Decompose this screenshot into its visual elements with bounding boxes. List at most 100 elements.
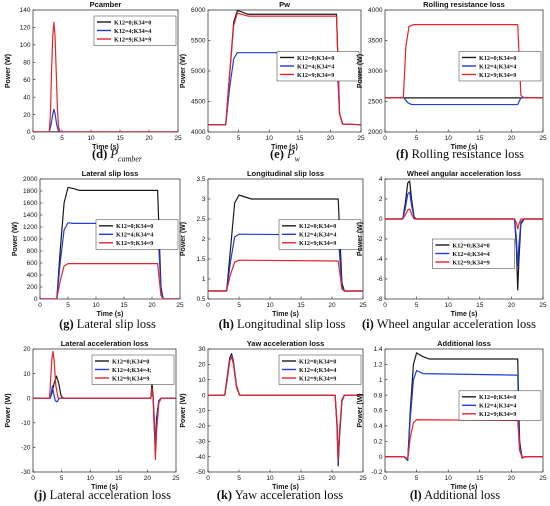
caption-k-letter: (k) bbox=[216, 488, 233, 502]
x-tick-label: 15 bbox=[297, 302, 305, 309]
x-tick-label: 15 bbox=[297, 475, 305, 482]
caption-k: (k) Yaw acceleration loss bbox=[190, 488, 370, 503]
x-tick-label: 5 bbox=[237, 475, 241, 482]
caption-g-text: Lateral slip loss bbox=[76, 317, 156, 331]
x-tick-label: 5 bbox=[415, 475, 419, 482]
caption-d-subscript: camber bbox=[118, 154, 143, 164]
x-axis-label: Time (s) bbox=[272, 311, 299, 318]
chart-title: Yaw acceleration loss bbox=[247, 339, 325, 348]
y-tick-label: 0.2 bbox=[373, 438, 382, 445]
x-tick-label: 20 bbox=[327, 135, 335, 142]
series-group bbox=[40, 186, 180, 299]
caption-f: (f) Rolling resistance loss bbox=[370, 147, 550, 162]
x-tick-label: 25 bbox=[539, 135, 547, 142]
y-tick-label: -8 bbox=[377, 296, 383, 303]
chart-title: Rolling resistance loss bbox=[423, 0, 505, 9]
caption-g: (g) Lateral slip loss bbox=[20, 317, 195, 332]
caption-j: (j) Lateral acceleration loss bbox=[10, 488, 195, 503]
y-tick-label: 5000 bbox=[191, 68, 206, 75]
y-tick-label: -20 bbox=[196, 423, 206, 430]
x-tick-label: 0 bbox=[206, 302, 210, 309]
y-tick-label: 3.5 bbox=[196, 176, 205, 183]
chart-title: Wheel angular acceleration loss bbox=[407, 169, 521, 178]
x-tick-label: 20 bbox=[508, 475, 516, 482]
series-group bbox=[385, 180, 543, 291]
series-group bbox=[208, 353, 363, 467]
y-tick-label: 1400 bbox=[23, 212, 38, 219]
legend-entry: K12=0;K34=0 bbox=[479, 394, 516, 401]
x-tick-label: 15 bbox=[476, 475, 484, 482]
y-tick-label: 0.5 bbox=[196, 296, 205, 303]
series-line-3 bbox=[33, 21, 178, 132]
caption-d-letter: (d) bbox=[91, 147, 108, 161]
y-tick-label: 0 bbox=[34, 296, 38, 303]
legend-entry: K12=4;K34=4 bbox=[479, 63, 516, 70]
x-tick-label: 20 bbox=[508, 302, 516, 309]
caption-i: (i) Wheel angular acceleration loss bbox=[350, 317, 548, 332]
x-tick-label: 10 bbox=[445, 302, 453, 309]
caption-l-letter: (l) bbox=[409, 488, 422, 502]
chart-title: Additional loss bbox=[437, 339, 491, 348]
caption-j-text: Lateral acceleration loss bbox=[49, 488, 172, 502]
x-tick-label: 10 bbox=[87, 135, 95, 142]
y-tick-label: 0.4 bbox=[373, 423, 382, 430]
y-tick-label: 1.4 bbox=[373, 346, 382, 353]
caption-g-letter: (g) bbox=[59, 317, 74, 331]
x-tick-label: 25 bbox=[359, 475, 367, 482]
series-line-3 bbox=[208, 259, 363, 292]
series-line-2 bbox=[33, 108, 178, 132]
x-tick-label: 15 bbox=[476, 135, 484, 142]
chart-k: Yaw acceleration loss 0 5 10 15 20 25 -50 -40 -30… bbox=[180, 339, 367, 491]
y-tick-label: 100 bbox=[20, 42, 31, 49]
series-line-2 bbox=[385, 97, 543, 106]
y-tick-label: 0.8 bbox=[373, 392, 382, 399]
y-tick-label: 1 bbox=[202, 276, 206, 283]
x-tick-label: 10 bbox=[92, 302, 100, 309]
x-axis-label: Time (s) bbox=[451, 311, 478, 318]
legend-entry: K12=0;K34=0 bbox=[114, 19, 151, 26]
y-tick-label: -40 bbox=[196, 454, 206, 461]
y-tick-label: 6000 bbox=[191, 7, 206, 14]
chart-j: Lateral acceleration loss 0 5 10 15 20 25 -30 -2… bbox=[5, 339, 180, 491]
y-tick-label: -4 bbox=[377, 256, 383, 263]
y-tick-label: -2 bbox=[377, 236, 383, 243]
y-tick-label: -20 bbox=[21, 445, 31, 452]
x-tick-label: 25 bbox=[539, 302, 547, 309]
y-tick-label: 1.5 bbox=[196, 256, 205, 263]
caption-d: (d) Pcamber bbox=[52, 147, 182, 164]
y-tick-label: 4 bbox=[379, 176, 383, 183]
x-axis-label: Time (s) bbox=[271, 144, 298, 151]
legend-entry: K12=0;K34=0 bbox=[116, 223, 153, 230]
legend-entry: K12=9;K34=9 bbox=[479, 411, 516, 418]
x-tick-label: 5 bbox=[60, 135, 64, 142]
caption-h: (h) Longitudinal slip loss bbox=[192, 317, 372, 332]
y-axis-label: Power (W) bbox=[180, 393, 187, 427]
y-tick-label: 0 bbox=[27, 395, 31, 402]
y-axis-label: Power (W) bbox=[5, 393, 12, 427]
y-axis-label: Power (W) bbox=[12, 222, 19, 256]
y-tick-label: -10 bbox=[21, 420, 31, 427]
y-tick-label: 30 bbox=[198, 346, 206, 353]
caption-e: (e) Pw bbox=[225, 147, 345, 164]
legend-entry: K12=0;K34=0 bbox=[299, 358, 336, 365]
y-tick-label: 400 bbox=[27, 272, 38, 279]
series-line-3 bbox=[208, 12, 361, 126]
chart-title: Lateral acceleration loss bbox=[61, 339, 149, 348]
y-tick-label: 1200 bbox=[23, 224, 38, 231]
y-tick-label: 2000 bbox=[23, 176, 38, 183]
legend-entry: K12=9;K34=9 bbox=[116, 240, 153, 247]
y-axis-label: Power (W) bbox=[357, 54, 364, 88]
series-line-3 bbox=[208, 356, 363, 461]
legend-entry: K12=0;K34=0 bbox=[297, 55, 334, 62]
caption-e-subscript: w bbox=[294, 154, 300, 164]
x-tick-label: 15 bbox=[476, 302, 484, 309]
caption-i-letter: (i) bbox=[361, 317, 374, 331]
x-tick-label: 15 bbox=[116, 135, 124, 142]
legend-entry: K12=9;K34=9 bbox=[297, 72, 334, 79]
y-tick-label: 2.5 bbox=[196, 216, 205, 223]
